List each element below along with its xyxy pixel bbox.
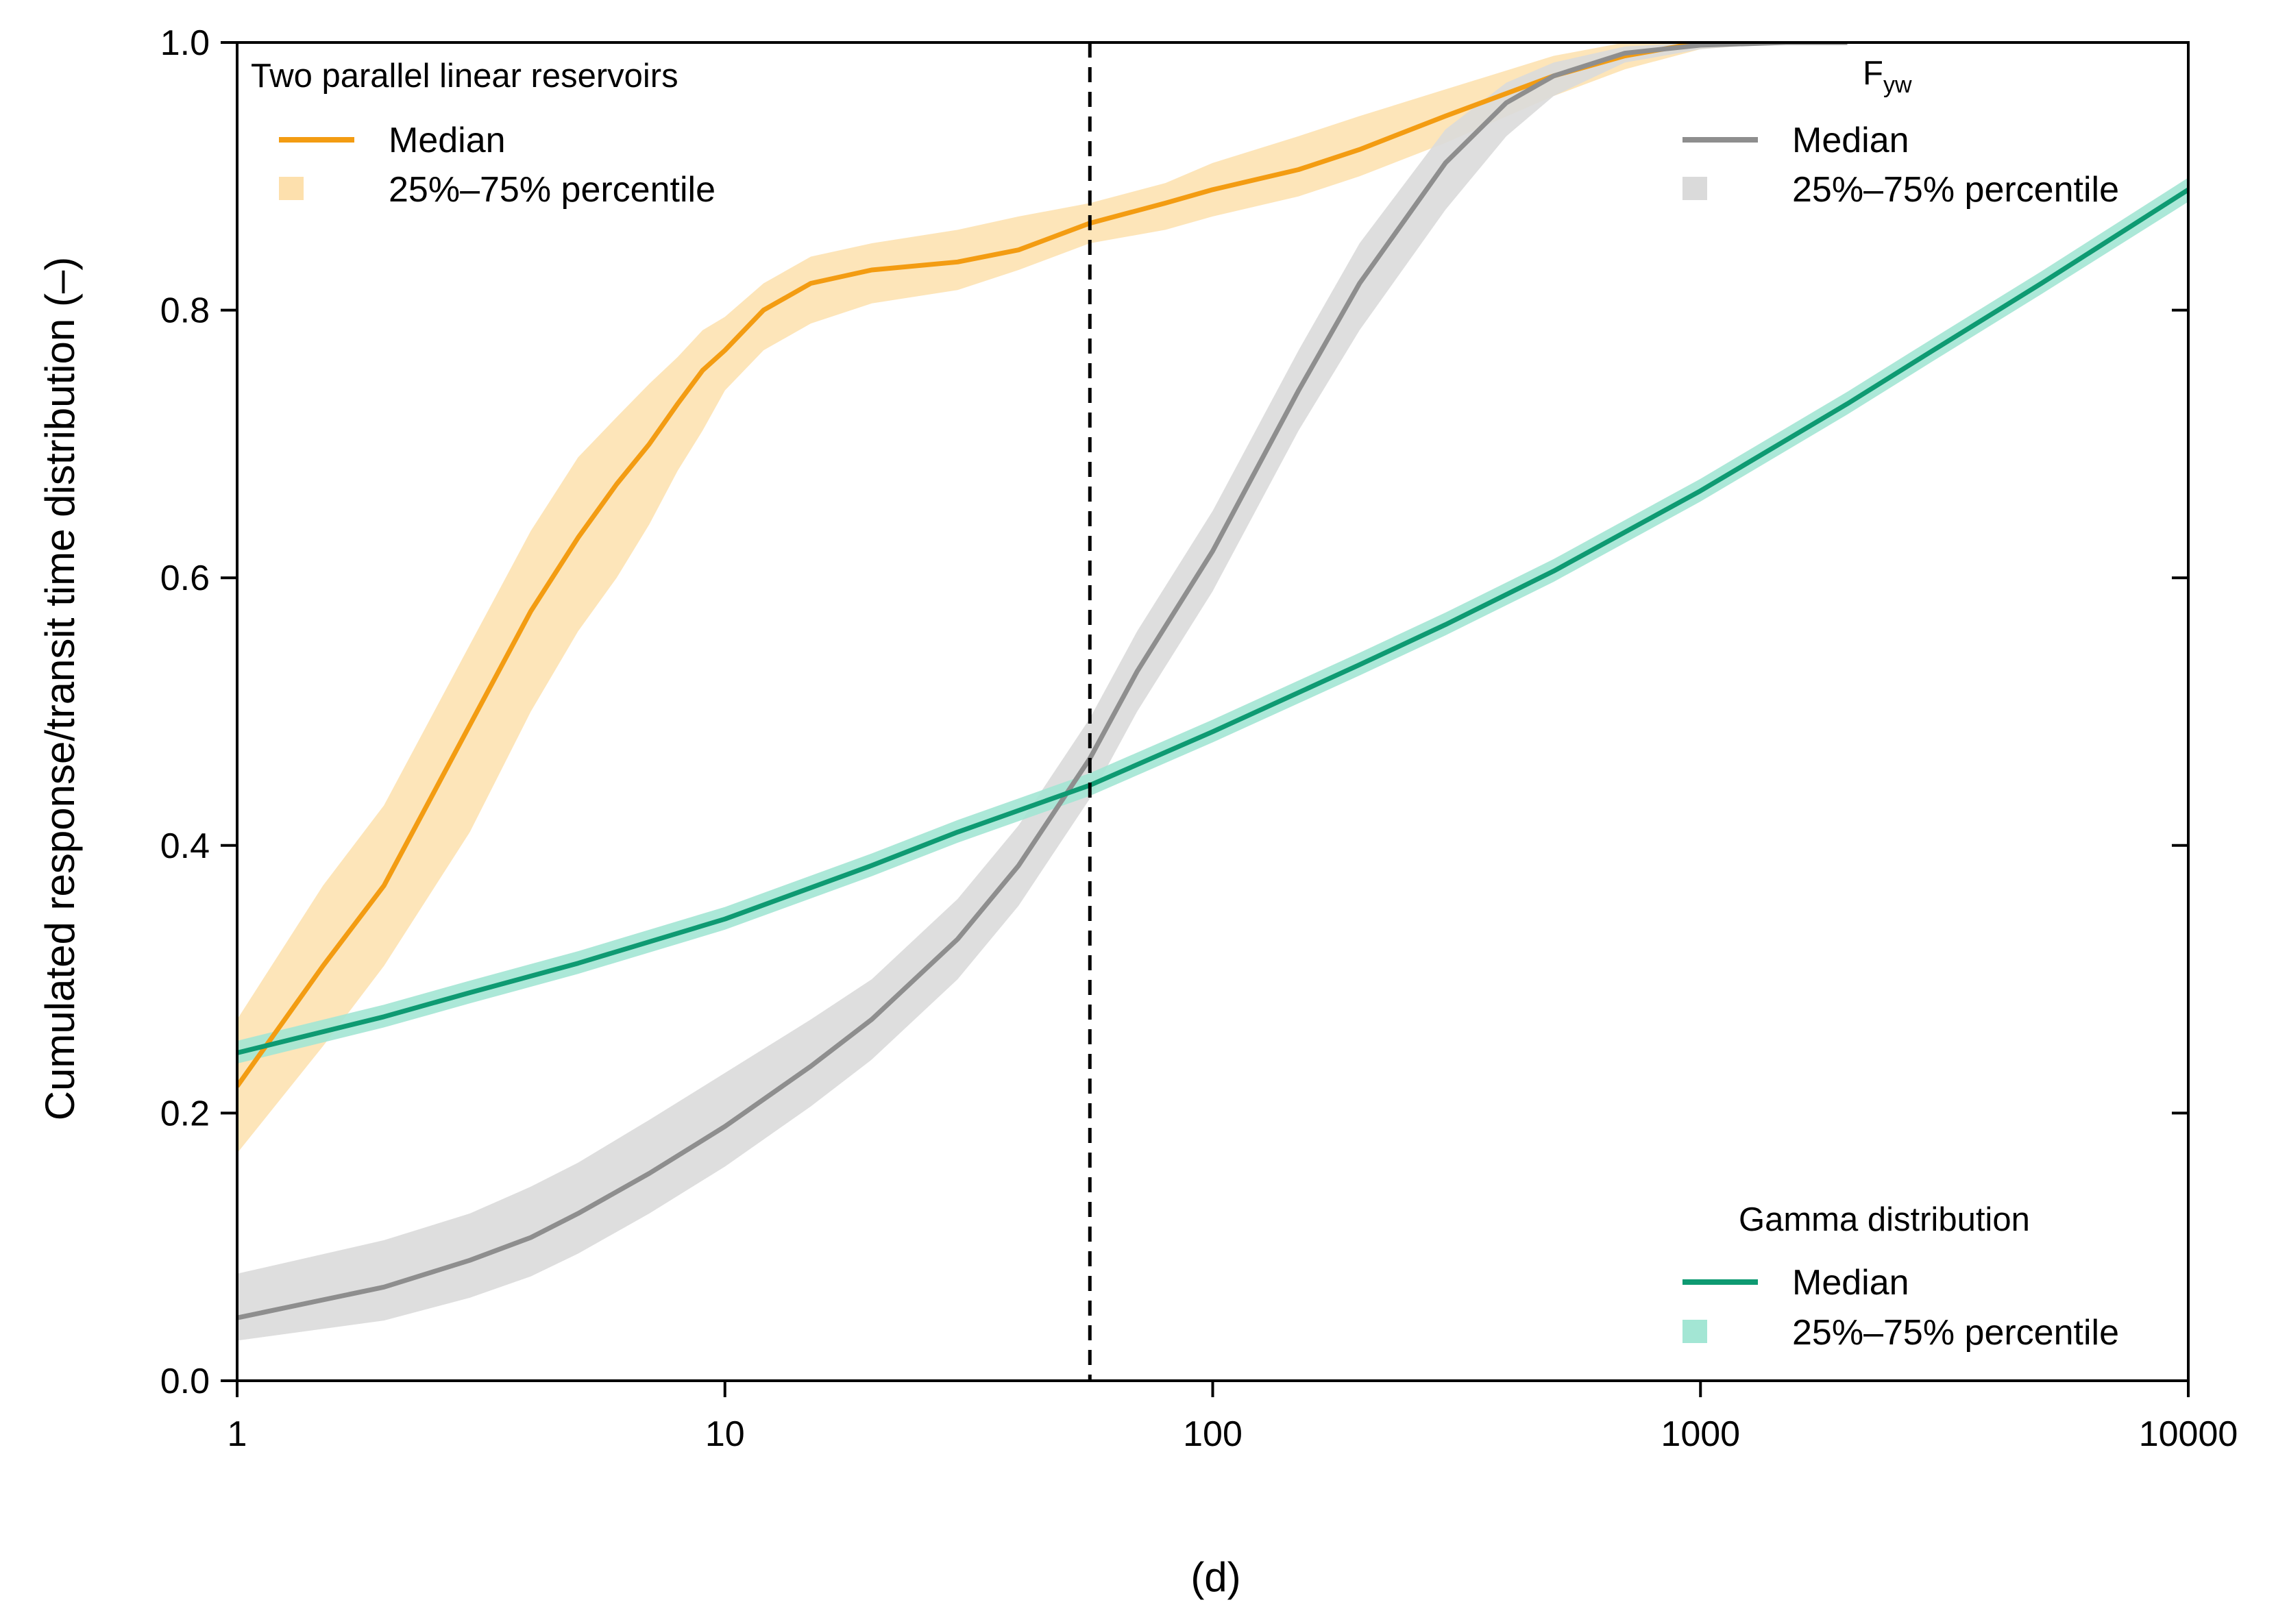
legends: Two parallel linear reservoirs Median 25… [251, 55, 2119, 1353]
legend-gamma-median-label: Median [1792, 1263, 1909, 1303]
legend-gamma-band-swatch [1682, 1320, 1707, 1343]
x-tick-label: 10000 [2139, 1414, 2238, 1454]
y-tick-label: 0.6 [160, 558, 210, 598]
legend-fyw-title: Fyw [1863, 55, 1912, 98]
gamma-distribution-median-line [237, 187, 2188, 1055]
legend-fyw-band-label: 25%–75% percentile [1792, 170, 2119, 210]
legend-fyw-title-sub: yw [1883, 72, 1912, 98]
x-tick-label: 1000 [1661, 1414, 1740, 1454]
x-tick-label: 10 [705, 1414, 745, 1454]
band-layer [237, 42, 2188, 1341]
two-parallel-linear-reservoirs-percentile-band [237, 42, 1848, 1153]
legend-gamma-band-label: 25%–75% percentile [1792, 1313, 2119, 1353]
axes: (d) Cumulated response/transit time dist… [37, 23, 2238, 1600]
x-axis-label: (d) [1190, 1554, 1240, 1600]
y-tick-label: 0.4 [160, 826, 210, 866]
legend-fyw-band-swatch [1682, 177, 1707, 200]
legend-reservoirs-median-label: Median [389, 121, 506, 160]
x-tick-label: 100 [1183, 1414, 1243, 1454]
y-tick-label: 0.8 [160, 291, 210, 331]
plot-area [237, 42, 2188, 1381]
y-axis-label: Cumulated response/transit time distribu… [37, 257, 83, 1121]
legend-fyw-title-main: F [1863, 55, 1883, 92]
legend-reservoirs-title: Two parallel linear reservoirs [251, 58, 678, 95]
y-tick-label: 0.0 [160, 1362, 210, 1401]
legend-gamma-title: Gamma distribution [1739, 1201, 2030, 1238]
legend-reservoirs-band-swatch [279, 177, 304, 200]
legend-gamma: Gamma distribution Median 25%–75% percen… [1682, 1201, 2119, 1353]
legend-reservoirs-band-label: 25%–75% percentile [389, 170, 715, 210]
legend-fyw-median-label: Median [1792, 121, 1909, 160]
x-tick-label: 1 [228, 1414, 247, 1454]
y-tick-label: 0.2 [160, 1094, 210, 1133]
y-tick-label: 1.0 [160, 23, 210, 63]
two-parallel-linear-reservoirs-median-line [237, 42, 1848, 1088]
legend-reservoirs: Two parallel linear reservoirs Median 25… [251, 58, 715, 210]
legend-fyw: Fyw Median 25%–75% percentile [1682, 55, 2119, 210]
